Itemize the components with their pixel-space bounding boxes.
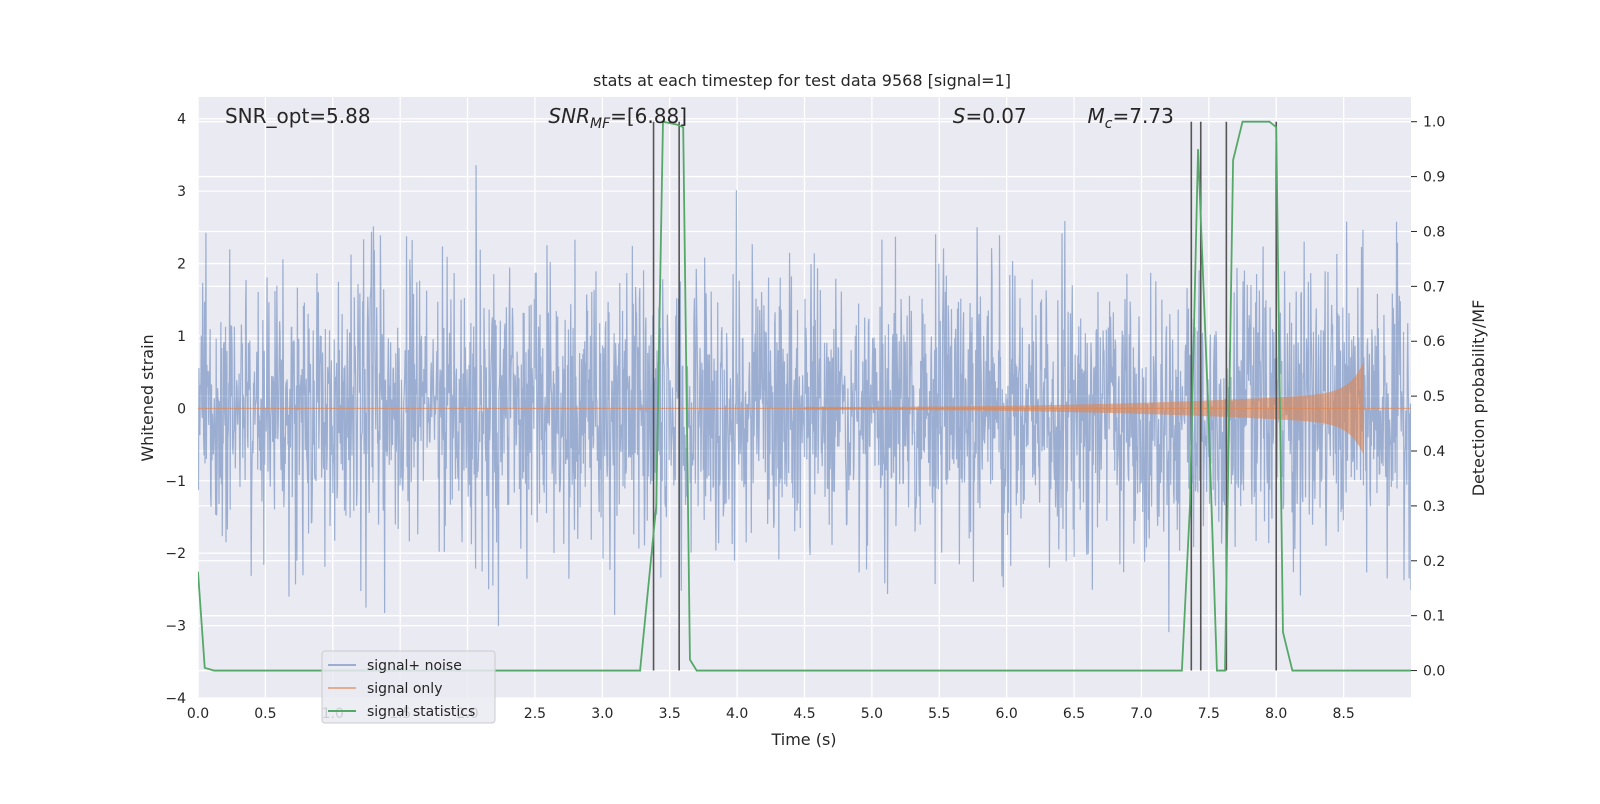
y2-tick-label: 0.5 (1423, 389, 1445, 405)
y2-tick-label: 0.4 (1423, 444, 1445, 460)
legend: signal+ noise signal only signal statistic… (321, 650, 496, 724)
y-tick-label: 3 (177, 184, 186, 200)
x-tick-label: 7.0 (1130, 706, 1152, 722)
x-axis-label: Time (s) (770, 730, 836, 749)
chart-title: stats at each timestep for test data 956… (593, 71, 1011, 90)
legend-box (321, 650, 496, 724)
y2-tick-label: 0.9 (1423, 170, 1445, 186)
y-axis-label: Whitened strain (138, 334, 157, 461)
y2-tick-label: 0.8 (1423, 224, 1445, 240)
y-tick-label: 4 (177, 112, 186, 128)
y-tick-label: 0 (177, 401, 186, 417)
annotation: SNR_opt=5.88 (225, 104, 371, 128)
y2-axis-label: Detection probability/MF (1469, 300, 1488, 497)
x-tick-label: 5.0 (861, 706, 883, 722)
x-tick-label: 3.5 (659, 706, 681, 722)
legend-label: signal only (367, 681, 442, 697)
legend-label: signal+ noise (367, 658, 462, 674)
x-tick-label: 0.5 (254, 706, 276, 722)
y-tick-label: −3 (165, 619, 186, 635)
y2-tick-label: 0.3 (1423, 499, 1445, 515)
y2-tick-label: 0.2 (1423, 554, 1445, 570)
x-tick-label: 4.0 (726, 706, 748, 722)
annotation: SNRMF=[6.88] (548, 104, 687, 132)
x-tick-label: 6.0 (996, 706, 1018, 722)
x-tick-label: 4.5 (793, 706, 815, 722)
y-tick-label: 2 (177, 257, 186, 273)
y2-tick-label: 0.0 (1423, 664, 1445, 680)
y2-tick-label: 0.1 (1423, 609, 1445, 625)
x-tick-label: 3.0 (591, 706, 613, 722)
y-tick-label: −1 (165, 474, 186, 490)
x-tick-label: 8.5 (1332, 706, 1354, 722)
annotations: SNR_opt=5.88 SNRMF=[6.88] S=0.07 Mc=7.73 (225, 104, 1174, 132)
x-tick-label: 8.0 (1265, 706, 1287, 722)
y-tick-label: 1 (177, 329, 186, 345)
y2-tick-label: 0.7 (1423, 279, 1445, 295)
y-tick-label: −2 (165, 546, 186, 562)
x-tick-label: 7.5 (1198, 706, 1220, 722)
y-tick-label: −4 (165, 691, 186, 707)
y2-tick-label: 0.6 (1423, 334, 1445, 350)
x-tick-label: 6.5 (1063, 706, 1085, 722)
x-tick-label: 0.0 (187, 706, 209, 722)
annotation: Mc=7.73 (1088, 104, 1174, 132)
signal-statistics-line (198, 120, 1411, 672)
signal-statistics-series (198, 120, 1411, 672)
x-tick-label: 2.5 (524, 706, 546, 722)
legend-label: signal statistics (367, 704, 475, 720)
y2-tick-label: 1.0 (1423, 115, 1445, 131)
x-tick-label: 5.5 (928, 706, 950, 722)
annotation: S=0.07 (953, 104, 1027, 128)
